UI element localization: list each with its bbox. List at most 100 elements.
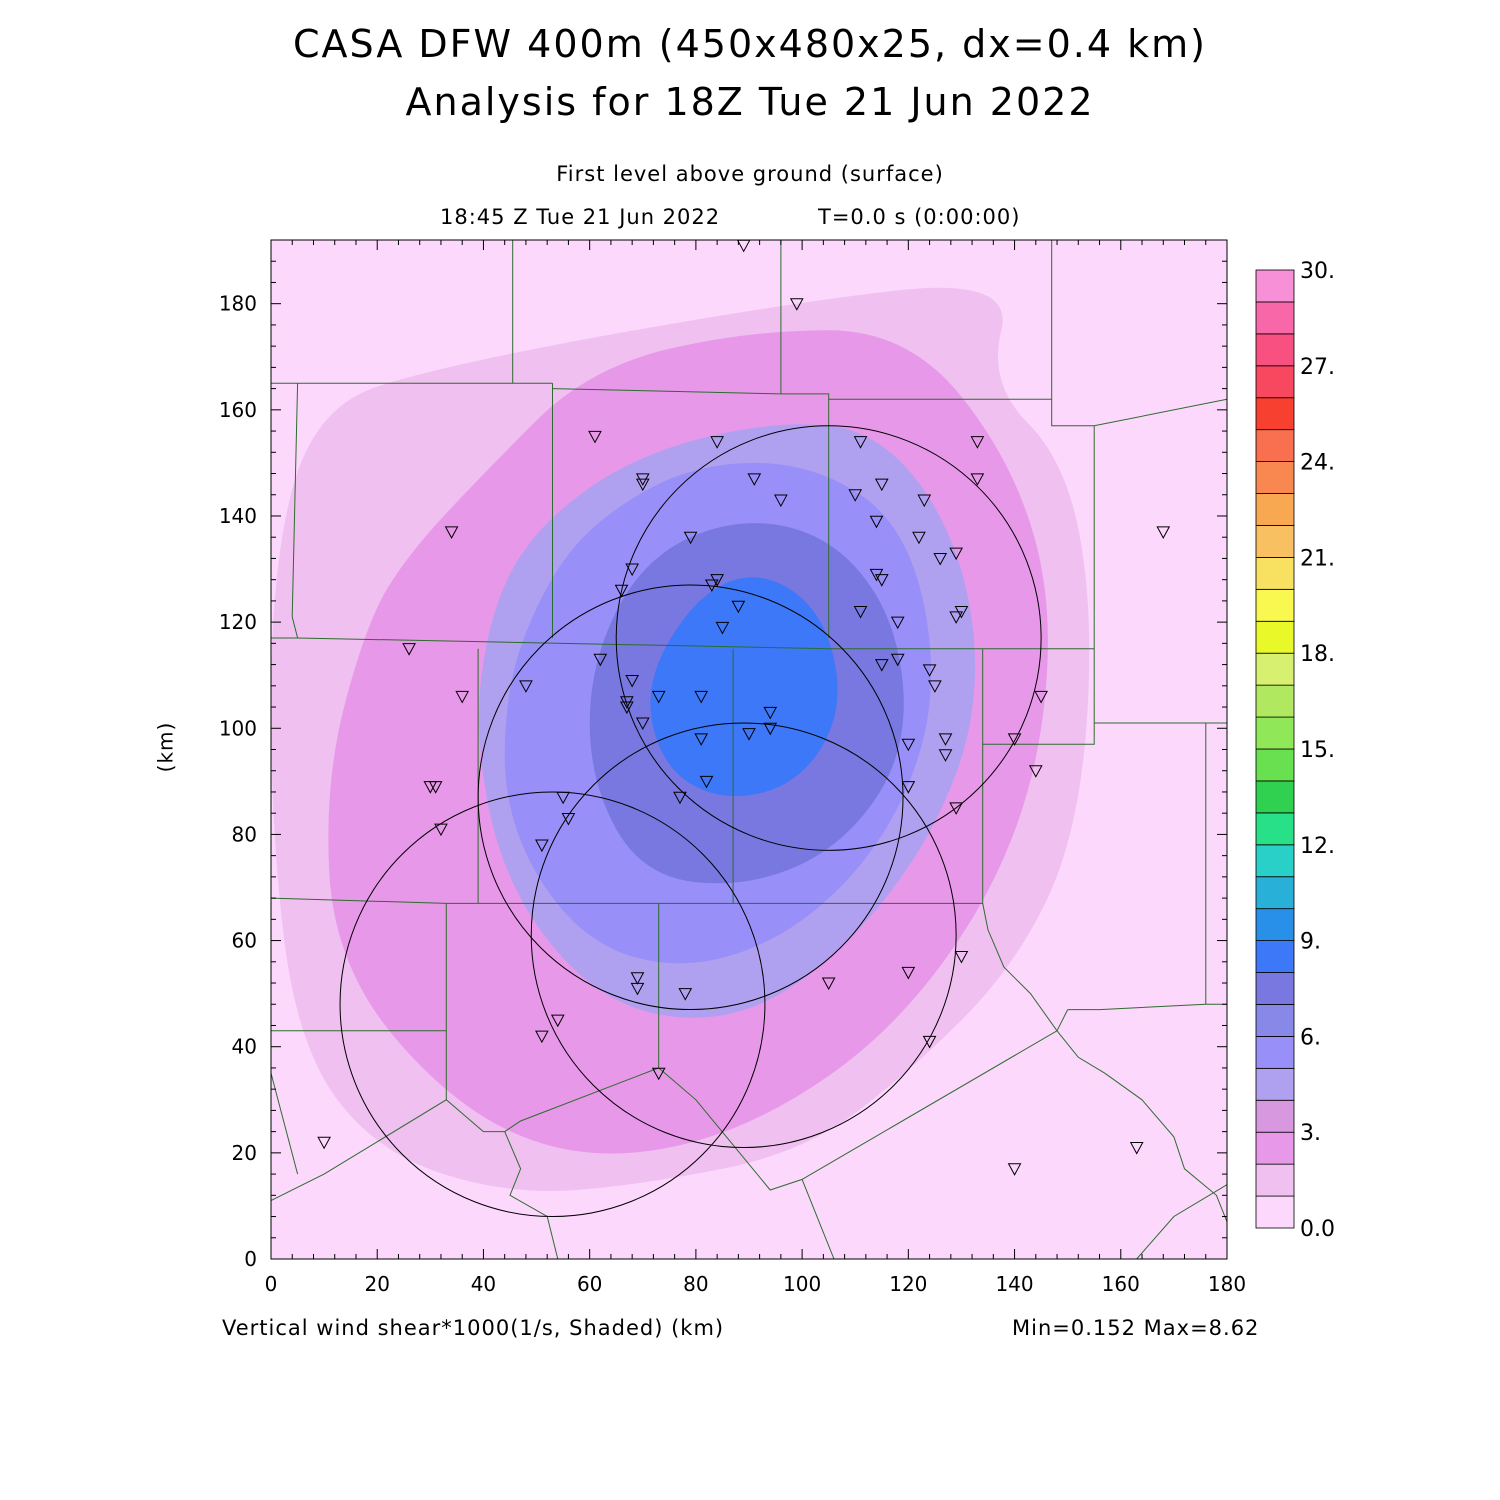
station-marker (630, 972, 645, 985)
station-markers (317, 239, 1171, 1176)
station-marker (1129, 1142, 1144, 1155)
colorbar-swatch (1255, 1195, 1295, 1229)
colorbar-label: 15. (1300, 738, 1335, 763)
station-marker (625, 675, 639, 688)
y-tick-label: 60 (232, 929, 257, 953)
colorbar-swatch (1255, 461, 1295, 494)
colorbar-swatch (1255, 716, 1295, 750)
station-marker (848, 489, 863, 502)
station-marker (928, 680, 942, 693)
field-label: Vertical wind shear*1000(1/s, Shaded) (k… (222, 1316, 725, 1340)
x-tick-label: 140 (995, 1272, 1033, 1296)
station-marker (535, 839, 549, 853)
station-marker (434, 823, 448, 837)
station-marker (614, 584, 629, 598)
station-marker (774, 494, 788, 508)
station-marker (561, 812, 576, 826)
station-marker (933, 552, 948, 566)
radar-ring (615, 425, 1042, 851)
station-marker (620, 701, 634, 715)
station-marker (731, 600, 746, 614)
county-boundary (552, 388, 781, 395)
y-tick-label: 180 (219, 292, 257, 316)
colorbar-swatch (1255, 876, 1295, 910)
colorbar-swatch (1255, 1067, 1295, 1101)
station-marker (699, 775, 714, 789)
colorbar-swatch (1255, 812, 1295, 846)
colorbar-label: 3. (1300, 1121, 1321, 1146)
colorbar-swatch (1255, 525, 1295, 558)
colorbar-label: 6. (1300, 1025, 1321, 1050)
colorbar-swatch (1255, 333, 1295, 367)
station-marker (1007, 1163, 1022, 1176)
station-marker (625, 563, 639, 577)
station-marker (970, 473, 985, 486)
station-marker (954, 950, 969, 964)
station-marker (747, 473, 762, 486)
station-marker (938, 733, 953, 746)
x-tick-label: 100 (783, 1272, 821, 1296)
x-tick-label: 40 (471, 1272, 496, 1296)
station-marker (588, 430, 602, 444)
station-marker (949, 611, 963, 624)
x-tick-label: 80 (683, 1272, 708, 1296)
colorbar-swatch (1255, 1099, 1295, 1133)
y-tick-label: 80 (232, 822, 257, 846)
station-marker (556, 791, 570, 805)
colorbar-swatch (1255, 397, 1295, 431)
station-marker (678, 988, 693, 1001)
station-marker (715, 621, 730, 635)
station-marker (428, 781, 443, 794)
station-marker (890, 653, 905, 667)
station-marker (1156, 526, 1171, 539)
valid-time-label: 18:45 Z Tue 21 Jun 2022 (440, 205, 721, 229)
colorbar-swatch (1255, 1004, 1295, 1037)
colorbar-swatch (1255, 1163, 1295, 1197)
min-max-stats: Min=0.152 Max=8.62 (1012, 1316, 1260, 1340)
colorbar: 0.0 3. 6. 9. 12. 15. 18. 21. 24. 27. 30. (1255, 259, 1335, 1242)
colorbar-label: 18. (1300, 642, 1335, 667)
colorbar-swatch (1255, 301, 1295, 335)
station-marker (683, 531, 698, 545)
station-marker (317, 1136, 331, 1150)
county-boundary (271, 744, 984, 904)
level-label: First level above ground (surface) (556, 162, 944, 186)
station-marker (874, 574, 889, 587)
station-marker (402, 643, 416, 656)
station-marker (821, 977, 836, 991)
station-marker (949, 802, 963, 815)
station-marker (912, 531, 926, 545)
model-time-label: T=0.0 s (0:00:00) (818, 205, 1021, 229)
colorbar-label: 12. (1300, 834, 1335, 859)
station-marker (630, 982, 645, 996)
station-marker (710, 436, 724, 449)
station-marker (922, 664, 937, 677)
county-boundary (504, 1131, 559, 1259)
colorbar-swatch (1255, 748, 1295, 782)
y-tick-label: 140 (219, 504, 257, 528)
x-tick-label: 120 (889, 1272, 927, 1296)
station-marker (593, 653, 608, 667)
station-marker (922, 1035, 937, 1049)
station-marker (890, 616, 905, 630)
station-marker (853, 436, 868, 449)
colorbar-swatch (1255, 844, 1295, 878)
colorbar-swatch (1255, 780, 1295, 814)
station-marker (651, 690, 666, 704)
radar-ring (477, 584, 904, 1011)
colorbar-label: 21. (1300, 546, 1335, 571)
radar-coverage-rings (339, 425, 1042, 1218)
station-marker (901, 781, 916, 794)
station-marker (704, 579, 719, 593)
station-marker (874, 478, 889, 492)
y-tick-label: 120 (219, 610, 257, 634)
county-boundary (1093, 425, 1227, 724)
station-marker (763, 706, 778, 720)
county-boundary (982, 648, 1095, 745)
colorbar-swatch (1255, 269, 1295, 303)
colorbar-label: 24. (1300, 451, 1335, 476)
station-marker (635, 478, 650, 492)
x-tick-label: 20 (364, 1272, 389, 1296)
station-marker (853, 606, 868, 619)
